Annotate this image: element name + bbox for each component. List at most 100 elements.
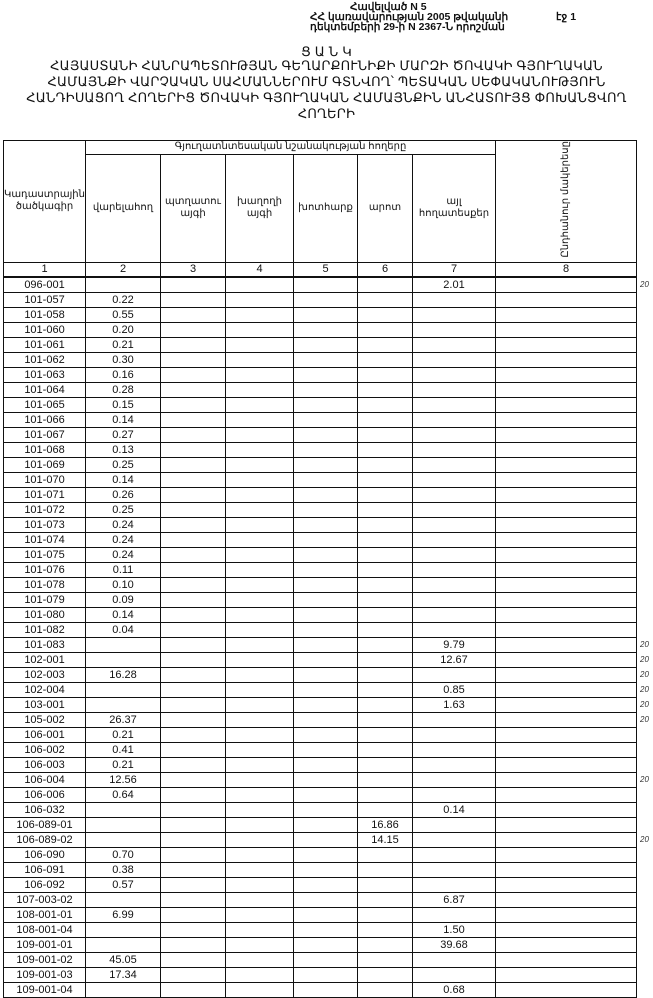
area-cell (160, 756, 226, 773)
area-cell (225, 606, 294, 623)
cadastral-code-cell: 106-092 (3, 876, 86, 893)
area-cell (293, 426, 358, 443)
area-cell (225, 501, 294, 518)
table-row: 107-003-02 6.87 (3, 891, 637, 908)
cadastral-code-cell: 101-063 (3, 366, 86, 383)
area-cell (412, 831, 496, 848)
cadastral-code-cell: 101-073 (3, 516, 86, 533)
area-cell (357, 786, 413, 803)
area-cell (495, 681, 637, 698)
area-cell (160, 711, 226, 728)
column-number: 6 (357, 261, 413, 278)
area-cell (357, 696, 413, 713)
area-cell (357, 921, 413, 938)
area-cell: 0.21 (85, 726, 161, 743)
table-row: 108-001-01 6.99 (3, 906, 637, 923)
area-cell (495, 471, 637, 488)
area-cell (357, 621, 413, 638)
table-row: 101-063 0.16 (3, 366, 637, 383)
area-cell (412, 966, 496, 983)
area-cell (293, 621, 358, 638)
area-cell: 0.10 (85, 576, 161, 593)
area-cell (225, 951, 294, 968)
area-cell (357, 726, 413, 743)
area-cell (160, 396, 226, 413)
area-cell (293, 846, 358, 863)
area-cell (293, 651, 358, 668)
area-cell (495, 771, 637, 788)
cadastral-code-cell: 107-003-02 (3, 891, 86, 908)
table-row: 102-001 12.67 (3, 651, 637, 668)
area-cell (495, 846, 637, 863)
area-cell (293, 696, 358, 713)
area-cell (495, 651, 637, 668)
header-total-label: Ընդհանուր մակերեսը (560, 141, 571, 258)
cadastral-code-cell: 101-070 (3, 471, 86, 488)
area-cell (412, 366, 496, 383)
area-cell (293, 546, 358, 563)
area-cell (160, 861, 226, 878)
margin-mark: 20 (640, 835, 649, 845)
area-cell (293, 516, 358, 533)
area-cell (412, 411, 496, 428)
area-cell: 0.25 (85, 501, 161, 518)
area-cell (160, 816, 226, 833)
area-cell (225, 861, 294, 878)
table-row: 102-003 16.28 (3, 666, 637, 683)
area-cell (293, 396, 358, 413)
area-cell (160, 771, 226, 788)
area-cell: 0.30 (85, 351, 161, 368)
area-cell: 0.24 (85, 546, 161, 563)
area-cell (357, 591, 413, 608)
area-cell (160, 426, 226, 443)
area-cell (293, 891, 358, 908)
table-row: 106-006 0.64 (3, 786, 637, 803)
area-cell (225, 936, 294, 953)
area-cell (293, 816, 358, 833)
area-cell: 17.34 (85, 966, 161, 983)
area-cell (357, 456, 413, 473)
area-cell (293, 906, 358, 923)
area-cell (412, 876, 496, 893)
table-row: 101-069 0.25 (3, 456, 637, 473)
cadastral-code-cell: 101-062 (3, 351, 86, 368)
area-cell (225, 756, 294, 773)
header-vineyard: խաղողի այգի (225, 153, 294, 263)
area-cell (357, 681, 413, 698)
cadastral-code-cell: 103-001 (3, 696, 86, 713)
table-row: 101-073 0.24 (3, 516, 637, 533)
area-cell (495, 531, 637, 548)
cadastral-code-cell: 106-003 (3, 756, 86, 773)
table-row: 101-062 0.30 (3, 351, 637, 368)
area-cell (357, 501, 413, 518)
area-cell (225, 546, 294, 563)
area-cell: 0.57 (85, 876, 161, 893)
cadastral-code-cell: 101-082 (3, 621, 86, 638)
table-row: 101-080 0.14 (3, 606, 637, 623)
cadastral-code-cell: 101-060 (3, 321, 86, 338)
area-cell (160, 321, 226, 338)
area-cell (160, 501, 226, 518)
area-cell (495, 876, 637, 893)
area-cell (412, 426, 496, 443)
header-arable: վարելահող (85, 153, 161, 263)
area-cell (293, 486, 358, 503)
area-cell (357, 396, 413, 413)
area-cell (160, 741, 226, 758)
area-cell: 1.50 (412, 921, 496, 938)
area-cell (293, 966, 358, 983)
area-cell (412, 351, 496, 368)
cadastral-code-cell: 096-001 (3, 276, 86, 293)
area-cell (495, 621, 637, 638)
table-row: 106-004 12.56 (3, 771, 637, 788)
table-row: 106-032 0.14 (3, 801, 637, 818)
table-row: 108-001-04 1.50 (3, 921, 637, 938)
table-row: 106-089-01 16.86 (3, 816, 637, 833)
area-cell (412, 756, 496, 773)
area-cell (495, 336, 637, 353)
area-cell (412, 516, 496, 533)
area-cell (85, 816, 161, 833)
area-cell (293, 351, 358, 368)
area-cell (412, 861, 496, 878)
area-cell (412, 771, 496, 788)
